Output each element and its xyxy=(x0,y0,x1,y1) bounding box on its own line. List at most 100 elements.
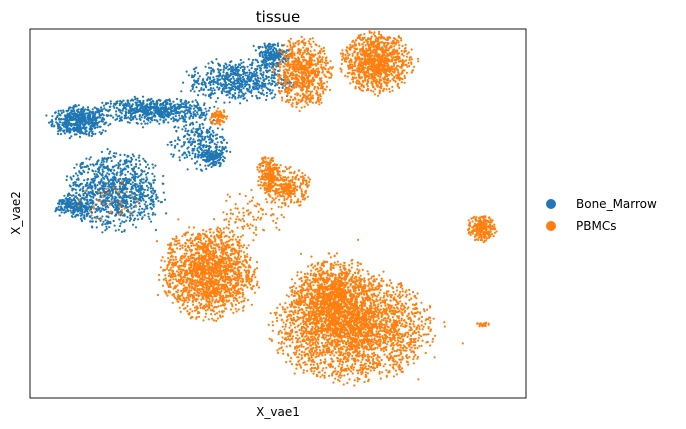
data-point xyxy=(247,58,250,61)
data-point xyxy=(310,96,314,100)
data-point xyxy=(410,71,413,74)
data-point xyxy=(130,163,133,166)
data-point xyxy=(410,58,413,61)
data-point xyxy=(281,99,284,102)
data-point xyxy=(160,200,163,204)
data-point xyxy=(109,156,112,159)
data-point xyxy=(286,76,289,79)
data-point xyxy=(140,122,143,125)
data-point xyxy=(193,83,196,86)
data-point xyxy=(196,149,199,152)
data-point xyxy=(225,84,228,87)
data-point xyxy=(73,197,76,200)
data-point xyxy=(104,157,108,160)
data-point xyxy=(131,167,134,170)
data-point xyxy=(403,74,406,78)
data-point xyxy=(139,163,142,166)
data-point xyxy=(73,109,76,112)
data-point xyxy=(151,99,154,103)
data-point xyxy=(101,223,104,226)
data-point xyxy=(127,111,130,114)
data-point xyxy=(222,139,225,142)
data-point xyxy=(270,45,273,49)
data-point xyxy=(121,172,124,175)
data-point xyxy=(139,211,142,214)
data-point xyxy=(79,132,82,135)
data-point xyxy=(70,178,73,181)
data-point xyxy=(153,103,156,106)
data-point xyxy=(228,87,231,90)
data-point xyxy=(370,50,373,53)
data-point xyxy=(152,205,155,208)
data-point xyxy=(113,152,116,155)
data-point xyxy=(268,65,271,68)
data-point xyxy=(104,166,107,169)
data-point xyxy=(257,45,260,49)
data-point xyxy=(234,89,237,92)
data-point xyxy=(223,90,226,93)
data-point xyxy=(84,116,87,119)
data-point xyxy=(322,66,325,69)
data-point xyxy=(150,97,153,100)
data-point xyxy=(61,121,64,124)
data-point xyxy=(86,106,90,109)
data-point xyxy=(319,98,322,101)
data-point xyxy=(200,130,204,133)
data-point xyxy=(155,195,158,198)
data-point xyxy=(107,216,110,219)
data-point xyxy=(203,149,206,152)
data-point xyxy=(325,85,328,88)
data-point xyxy=(150,207,153,211)
data-point xyxy=(52,125,55,128)
data-point xyxy=(305,63,309,66)
data-point xyxy=(204,107,207,110)
data-point xyxy=(137,156,140,159)
data-point xyxy=(307,40,310,43)
data-point xyxy=(58,214,61,217)
data-point xyxy=(252,79,255,83)
data-point xyxy=(210,154,213,157)
data-point xyxy=(87,186,90,189)
data-point xyxy=(154,115,157,118)
data-point xyxy=(90,195,93,198)
data-point xyxy=(94,211,97,214)
data-point xyxy=(177,136,180,139)
data-point xyxy=(404,43,407,47)
data-point xyxy=(237,96,240,99)
data-point xyxy=(152,200,155,203)
data-point xyxy=(265,94,269,97)
data-point xyxy=(144,105,147,108)
data-point xyxy=(84,108,87,111)
data-point xyxy=(159,111,162,115)
data-point xyxy=(200,116,203,119)
data-point xyxy=(394,74,398,77)
data-point xyxy=(115,152,118,155)
data-point xyxy=(86,165,90,168)
data-point xyxy=(364,44,367,47)
data-point xyxy=(203,83,207,86)
data-point xyxy=(120,100,123,103)
data-point xyxy=(114,203,117,206)
data-point xyxy=(123,230,126,233)
data-point xyxy=(134,98,137,101)
data-point xyxy=(139,102,143,105)
data-point xyxy=(344,56,347,59)
data-point xyxy=(284,73,287,76)
data-point xyxy=(199,168,202,171)
data-point xyxy=(170,117,173,120)
data-point xyxy=(119,167,122,170)
data-point xyxy=(96,184,99,187)
data-point xyxy=(352,80,355,83)
data-point xyxy=(315,44,318,47)
data-point xyxy=(321,56,324,59)
data-point xyxy=(245,99,249,102)
data-point xyxy=(251,62,254,65)
data-point xyxy=(77,185,80,188)
data-point xyxy=(98,131,101,134)
data-point xyxy=(288,64,291,67)
data-point xyxy=(215,150,218,153)
data-point xyxy=(146,163,149,166)
data-point xyxy=(192,85,195,89)
data-point xyxy=(305,82,308,85)
data-point xyxy=(87,168,90,171)
